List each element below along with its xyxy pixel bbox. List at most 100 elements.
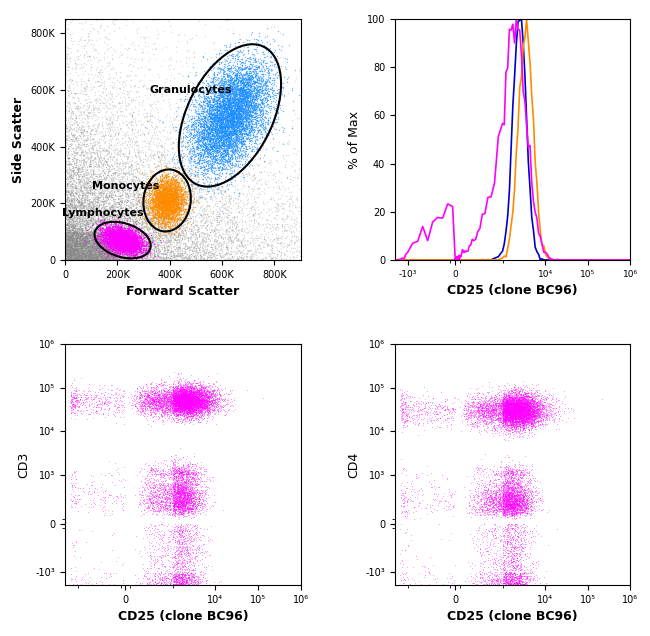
Point (163, 401, 174, 411)
Point (193, 386, 203, 396)
Point (90, 191, 100, 201)
Point (505, 398, 515, 408)
Point (258, 196, 268, 206)
Point (184, 408, 194, 418)
Point (153, 254, 163, 265)
Point (179, 97, 189, 107)
Point (104, 238, 114, 249)
Point (149, 397, 159, 407)
Point (524, 410, 534, 420)
Point (516, 403, 526, 413)
Point (186, 550, 196, 560)
Point (105, 174, 116, 184)
Point (86, 79, 96, 89)
Point (198, 133, 209, 143)
Point (262, 109, 272, 120)
Point (69, 238, 79, 249)
Point (99, 397, 110, 407)
Point (502, 396, 512, 406)
Point (218, 186, 229, 197)
Point (67, 237, 77, 247)
Point (111, 237, 121, 247)
Point (160, 200, 170, 211)
Point (502, 501, 512, 511)
Point (507, 478, 517, 488)
Point (114, 246, 125, 256)
Point (173, 523, 183, 534)
Point (60, 236, 70, 246)
Point (533, 496, 543, 506)
Point (169, 205, 179, 216)
Point (176, 399, 187, 409)
Point (70, 237, 81, 247)
Point (515, 400, 525, 410)
Point (107, 244, 117, 254)
Point (62, 247, 73, 258)
Point (122, 245, 133, 256)
Point (75, 394, 85, 404)
Point (70, 228, 81, 238)
Point (60, 241, 71, 251)
Point (73, 93, 84, 103)
Point (63, 238, 73, 248)
Point (110, 219, 120, 230)
Point (177, 409, 188, 419)
Point (167, 193, 177, 203)
Point (503, 501, 514, 511)
Point (109, 82, 120, 92)
Point (109, 234, 120, 244)
Point (408, 397, 419, 407)
Point (476, 410, 486, 420)
Point (108, 238, 118, 249)
Point (176, 406, 186, 417)
Point (221, 225, 231, 235)
Point (177, 385, 188, 396)
Point (222, 116, 233, 127)
Point (178, 225, 188, 235)
Point (138, 230, 149, 240)
Point (183, 167, 193, 177)
Point (231, 107, 241, 118)
Point (512, 391, 523, 401)
Point (135, 244, 145, 254)
Point (528, 409, 538, 419)
Point (237, 115, 247, 125)
Point (114, 238, 125, 248)
Point (514, 525, 525, 535)
Point (164, 481, 174, 492)
Point (161, 504, 172, 515)
Point (239, 99, 249, 109)
Point (119, 240, 129, 250)
Point (202, 405, 212, 415)
Point (150, 190, 160, 200)
Point (159, 203, 169, 213)
Point (261, 61, 272, 71)
Point (211, 111, 222, 121)
Point (196, 397, 206, 407)
Point (211, 184, 221, 194)
Point (513, 416, 523, 426)
Point (210, 100, 220, 111)
Point (173, 504, 183, 514)
Point (159, 225, 169, 235)
Point (115, 254, 125, 265)
Point (189, 495, 200, 506)
Point (172, 476, 183, 486)
Point (130, 199, 140, 209)
Point (202, 401, 212, 411)
Point (155, 384, 166, 394)
Point (176, 219, 186, 229)
Point (136, 241, 146, 251)
Point (120, 231, 130, 241)
Point (159, 246, 169, 256)
Point (145, 218, 155, 228)
Point (172, 502, 183, 512)
Point (179, 398, 190, 408)
Point (235, 93, 245, 103)
Point (175, 495, 185, 505)
Point (170, 392, 180, 402)
Point (480, 393, 490, 403)
Point (61, 238, 72, 249)
Point (217, 189, 228, 199)
Point (142, 390, 152, 400)
